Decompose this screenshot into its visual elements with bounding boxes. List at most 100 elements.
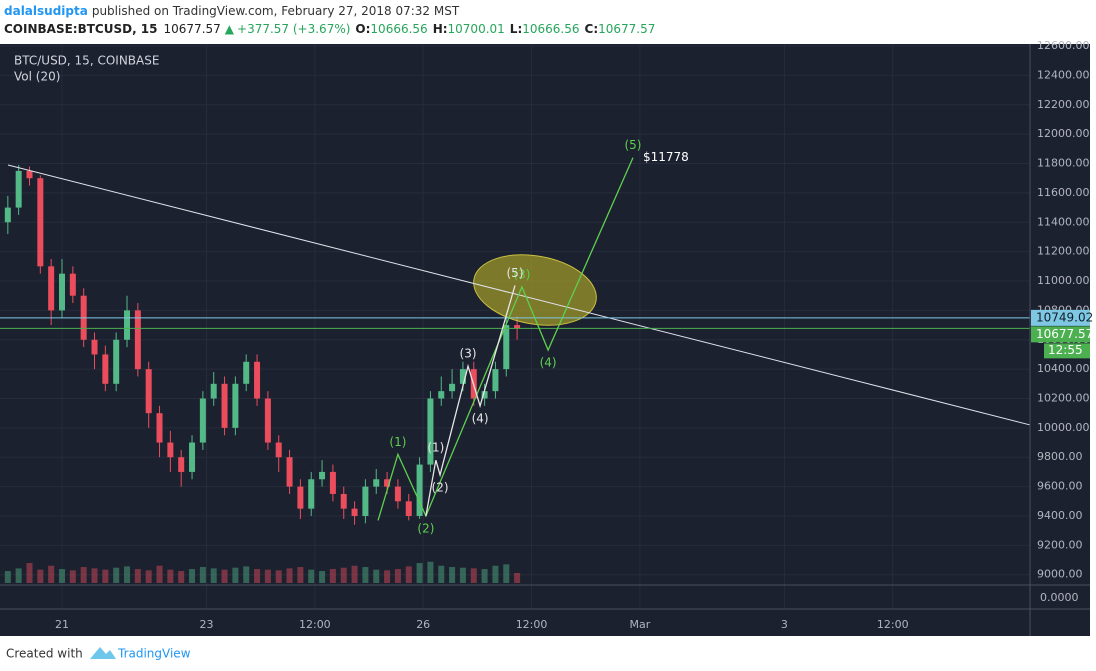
candle-body (297, 486, 304, 509)
volume-bar (37, 569, 44, 583)
wave-label: (2) (417, 521, 434, 535)
price-tag-label: 10677.57 (1036, 327, 1093, 341)
volume-bar (80, 567, 87, 583)
candle-body (254, 361, 261, 399)
highlight-ellipse (473, 254, 597, 326)
up-arrow: ▲ (225, 22, 235, 36)
candle-body (91, 339, 98, 355)
candle-body (373, 479, 380, 487)
candle-body (48, 266, 55, 311)
candle-body (113, 339, 120, 384)
candle-body (59, 273, 66, 311)
volume-bar (329, 569, 336, 583)
candle-body (69, 273, 76, 296)
wave-label: (1) (389, 435, 406, 449)
candle-body (37, 178, 44, 267)
candle-body (449, 383, 456, 392)
y-tick-label: 10400.00 (1037, 362, 1090, 375)
brand[interactable]: TradingView (117, 647, 191, 661)
volume-bar (113, 567, 120, 583)
y-tick-label: 10200.00 (1037, 391, 1090, 404)
volume-bar (15, 568, 22, 583)
volume-bar (373, 569, 380, 583)
legend-symbol: BTC/USD, 15, COINBASE (14, 54, 159, 68)
y-tick-label: 9800.00 (1037, 450, 1083, 463)
candle-body (221, 383, 228, 428)
axes: 9000.00 9200.00 9400.00 9600.00 9800.00 10000… (55, 39, 1093, 631)
candle-body (459, 369, 466, 384)
candle-body (275, 442, 282, 458)
ohlc-key: C: (585, 22, 599, 36)
y-tick-label: 11000.00 (1037, 274, 1090, 287)
candle-body (394, 486, 401, 502)
x-tick-label: Mar (630, 618, 651, 631)
candle-body (167, 442, 174, 458)
candle-body (514, 325, 521, 329)
candle-body (243, 361, 250, 384)
ohlc-value: 10700.01 (448, 22, 505, 36)
author[interactable]: dalalsudipta (4, 4, 88, 18)
price-tag (1031, 309, 1090, 326)
y-tick-label: 11400.00 (1037, 215, 1090, 228)
volume-bar (394, 569, 401, 583)
candle-body (384, 479, 391, 487)
wave-label: (4) (472, 411, 489, 425)
wave-label: (5) (507, 266, 524, 280)
candle-body (416, 464, 423, 516)
y-tick-label: 12600.00 (1037, 39, 1090, 52)
y-tick-label: 9200.00 (1037, 538, 1083, 551)
target-label: $11778 (643, 150, 689, 164)
candle-body (178, 457, 185, 472)
countdown-tag (1044, 343, 1090, 359)
x-tick-label: 12:00 (877, 618, 909, 631)
volume-bar (308, 569, 315, 583)
volume-bar (340, 567, 347, 583)
ohlc-value: 10666.56 (370, 22, 427, 36)
wave-label: (5) (624, 138, 641, 152)
volume-bar (134, 569, 141, 583)
volume-bar (503, 564, 510, 583)
candle-body (405, 501, 412, 516)
candle-body (124, 310, 131, 340)
volume-bar (351, 565, 358, 583)
candle-body (102, 354, 109, 384)
volume-bar (319, 571, 326, 583)
volume-bar (145, 570, 152, 583)
candle-body (492, 369, 499, 392)
x-tick-label: 12:00 (299, 618, 331, 631)
last-price: 10677.57 (164, 22, 221, 36)
ohlc-value: 10677.57 (598, 22, 655, 36)
y-tick-label: 11200.00 (1037, 245, 1090, 258)
y-tick-label: 9600.00 (1037, 480, 1083, 493)
volume-bar (124, 566, 131, 583)
volume-bar (438, 565, 445, 583)
created-with: Created with (6, 647, 83, 661)
volume-bar (91, 568, 98, 583)
candle-body (351, 508, 358, 516)
candle-body (308, 479, 315, 509)
volume-bar (275, 570, 282, 583)
volume-bar (199, 567, 206, 583)
wave-label: (4) (540, 356, 557, 370)
candle-body (264, 398, 271, 443)
volume-bar (297, 567, 304, 583)
candle-body (329, 471, 336, 494)
symbol-line: COINBASE:BTCUSD, 15 10677.57 ▲ +377.57 (+3.… (4, 22, 655, 36)
x-tick-label: 12:00 (516, 618, 548, 631)
x-tick-label: 26 (416, 618, 430, 631)
y-tick-label: 9000.00 (1037, 568, 1083, 581)
volume-bar (178, 571, 185, 583)
volume-bar (232, 567, 239, 583)
header-line: dalalsudipta published on TradingView.com… (4, 4, 460, 18)
volume-bar (384, 570, 391, 583)
ohlc-key: O: (355, 22, 370, 36)
volume-bar (221, 569, 228, 583)
candle-body (189, 442, 196, 472)
volume-bar (189, 569, 196, 583)
x-tick-label: 21 (55, 618, 69, 631)
volume-bar (492, 565, 499, 583)
wave-label: (3) (513, 267, 530, 281)
volume-bar (427, 561, 434, 583)
candle-body (481, 391, 488, 399)
